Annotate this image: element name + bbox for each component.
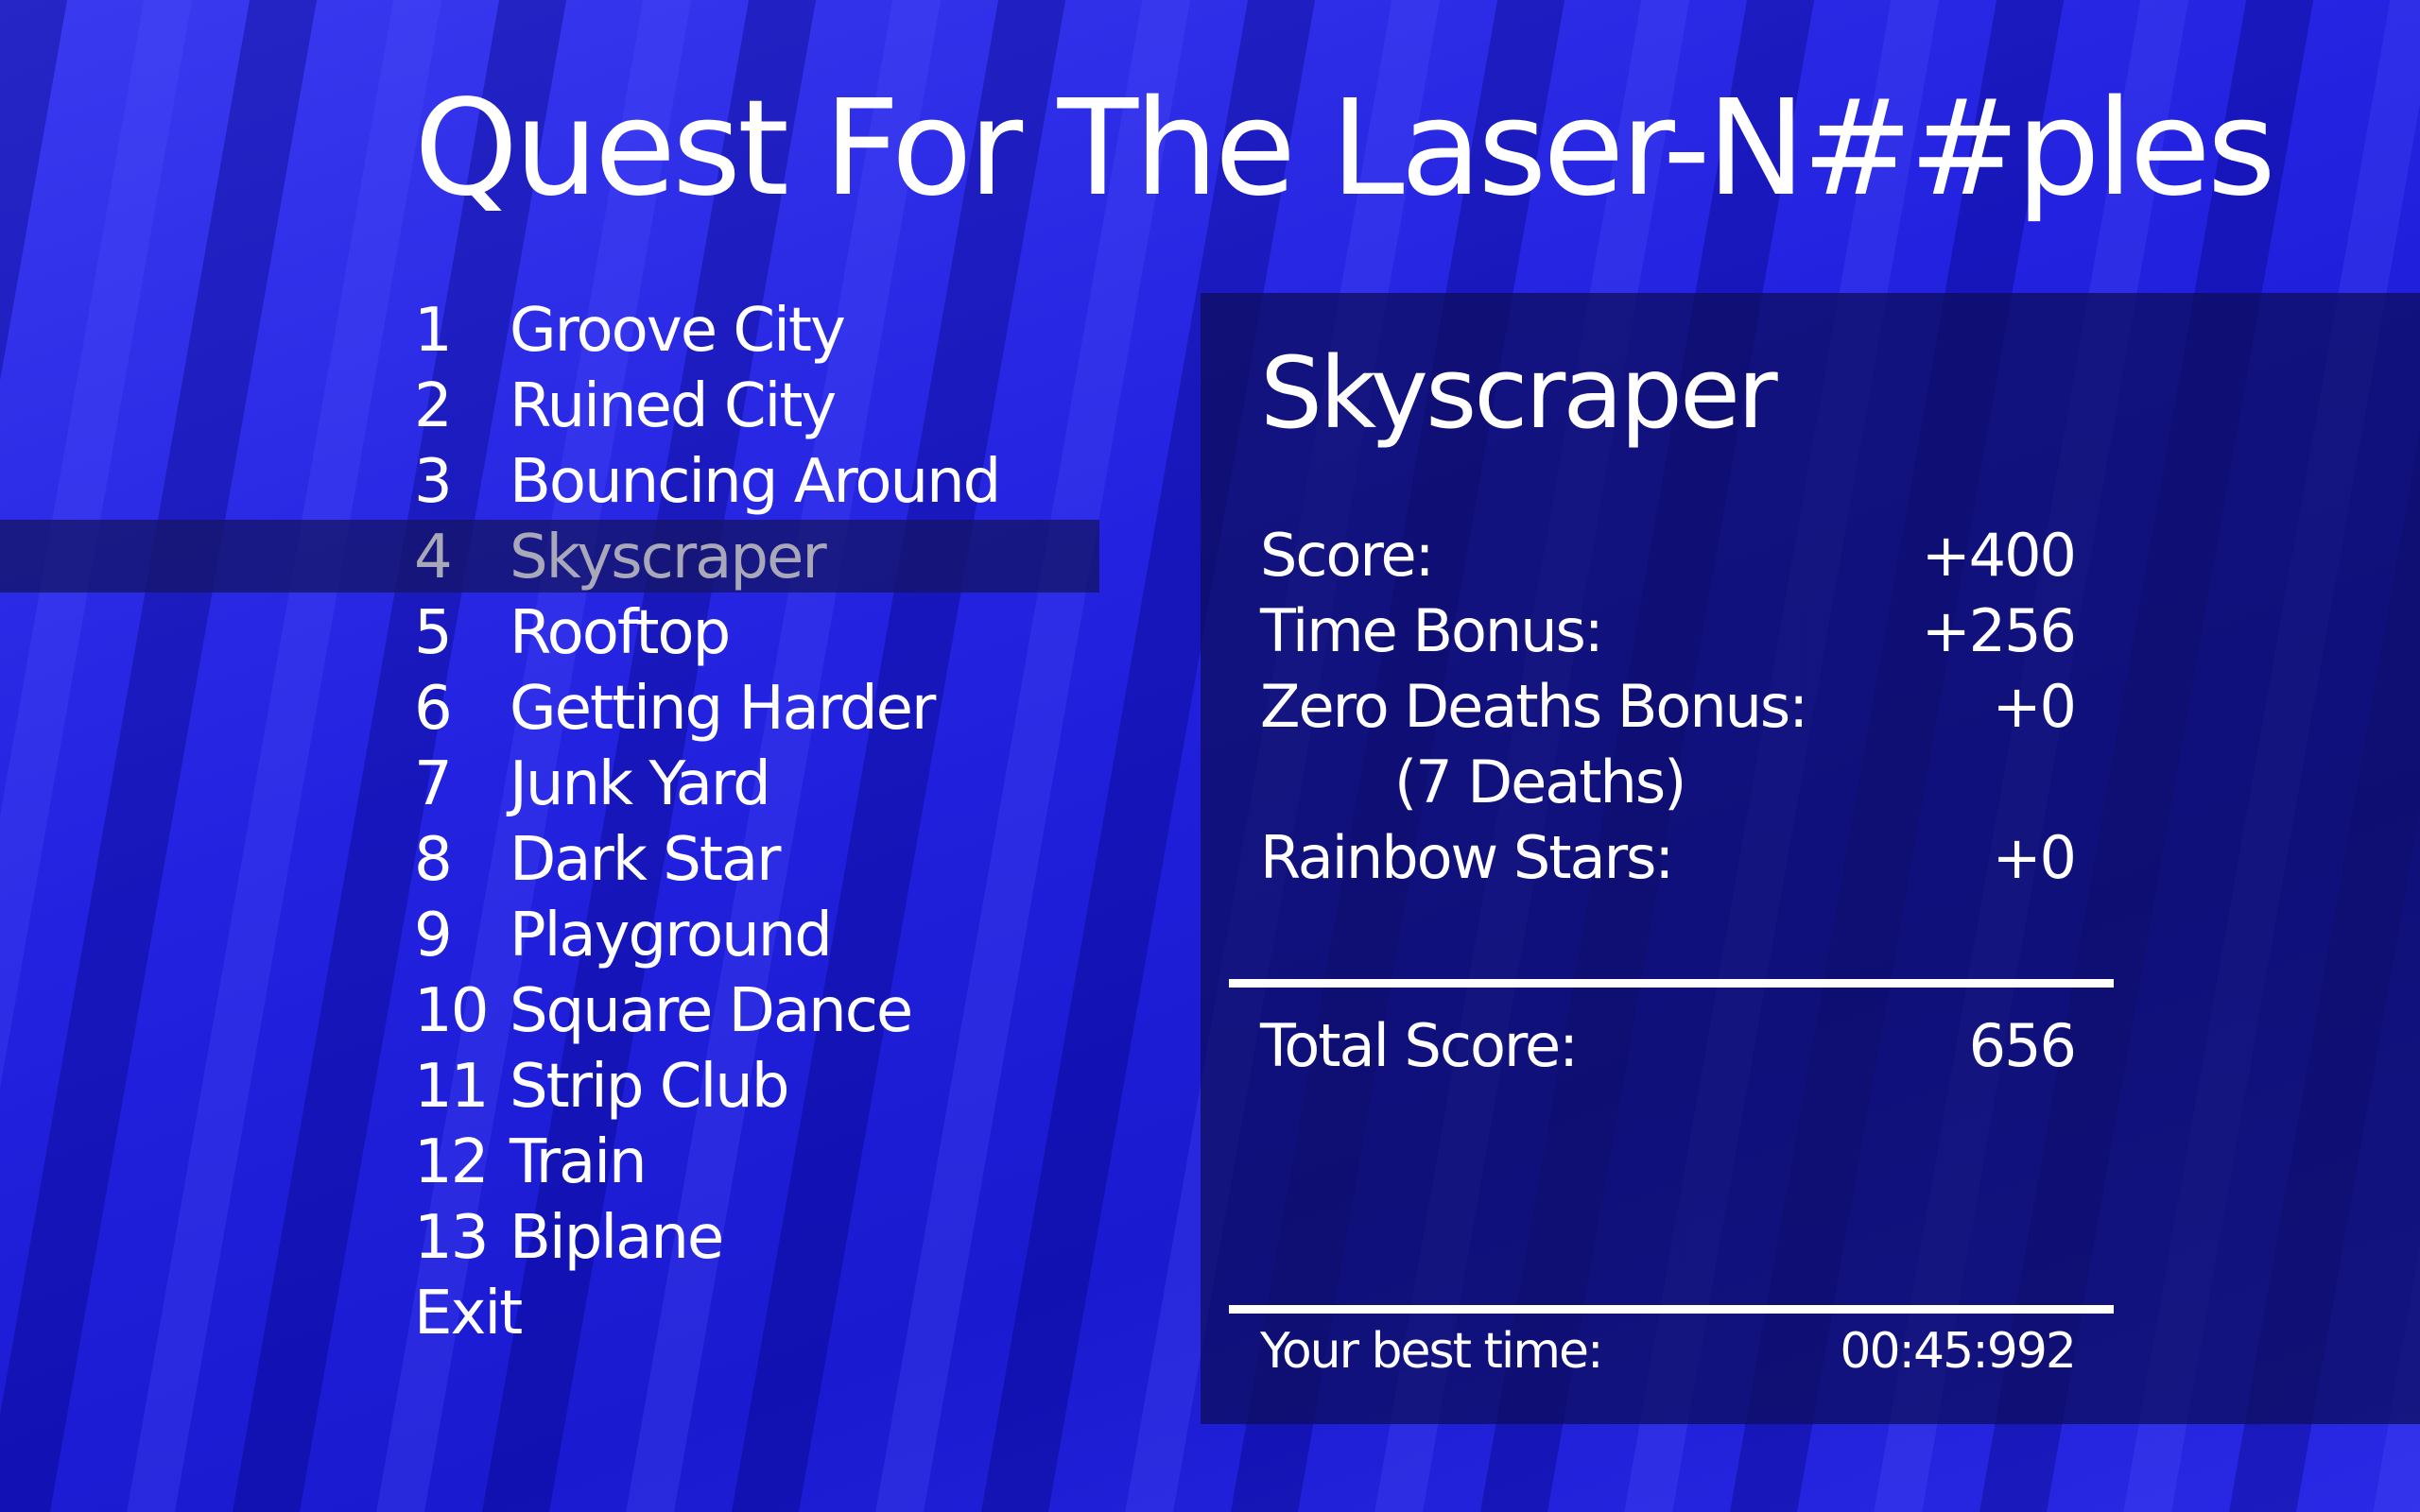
divider [1229,979,2114,988]
zero-deaths-label: Zero Deaths Bonus: [1260,672,1808,741]
selection-highlight [0,520,1099,593]
level-number: 10 [414,976,489,1046]
total-score-value: 656 [1968,1011,2077,1080]
level-number: 2 [414,371,453,441]
rainbow-stars-label: Rainbow Stars: [1260,823,1674,892]
level-number: 5 [414,598,453,668]
score-value: +400 [1921,521,2077,590]
level-name: Playground [510,901,833,971]
game-title: Quest For The Laser-N##ples [414,72,2276,226]
level-name: Bouncing Around [510,447,1001,517]
level-name: Rooftop [510,598,731,668]
time-bonus-value: +256 [1921,596,2077,665]
level-number: 8 [414,825,453,895]
best-time-row: Your best time: 00:45:992 [1260,1314,2077,1389]
time-bonus-row: Time Bonus: +256 [1260,593,2077,669]
level-title: Skyscraper [1260,335,1778,451]
level-name: Dark Star [510,825,781,895]
deaths-note: (7 Deaths) [1394,747,1686,816]
level-name: Biplane [510,1203,724,1273]
level-name: Groove City [510,296,846,366]
level-number: 4 [414,523,453,593]
level-number: 12 [414,1127,489,1197]
score-row: Score: +400 [1260,518,2077,593]
level-name: Ruined City [510,371,837,441]
level-number: 3 [414,447,453,517]
level-name: Getting Harder [510,674,936,744]
level-number: 6 [414,674,453,744]
best-time-value: 00:45:992 [1840,1323,2077,1380]
level-number: 13 [414,1203,489,1273]
level-name: Skyscraper [510,523,827,593]
level-name: Junk Yard [510,749,771,819]
level-number: 11 [414,1052,489,1122]
level-number: 7 [414,749,453,819]
time-bonus-label: Time Bonus: [1260,596,1604,665]
rainbow-stars-row: Rainbow Stars: +0 [1260,820,2077,896]
level-name: Square Dance [510,976,913,1046]
divider [1229,1305,2114,1314]
level-summary-panel: Skyscraper Score: +400 Time Bonus: +256 … [1201,293,2420,1424]
total-score-row: Total Score: 656 [1260,1008,2077,1084]
zero-deaths-value: +0 [1992,672,2077,741]
best-time-label: Your best time: [1260,1323,1604,1380]
exit-label: Exit [414,1279,523,1349]
level-number: 9 [414,901,453,971]
zero-deaths-row: Zero Deaths Bonus: +0 [1260,669,2077,745]
level-name: Train [510,1127,648,1197]
level-name: Strip Club [510,1052,789,1122]
rainbow-stars-value: +0 [1992,823,2077,892]
score-label: Score: [1260,521,1435,590]
level-number: 1 [414,296,453,366]
total-score-label: Total Score: [1260,1011,1579,1080]
